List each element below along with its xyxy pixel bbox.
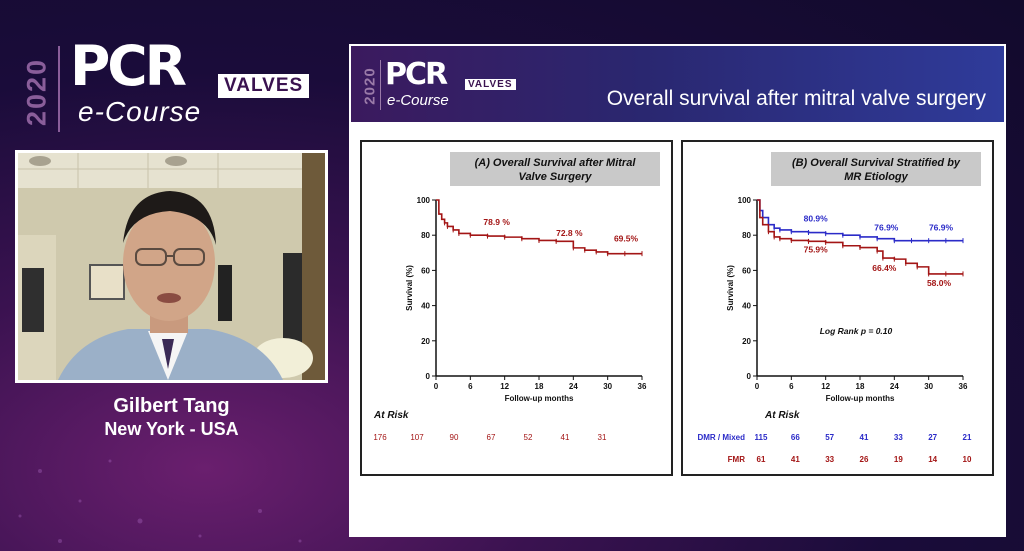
slide-brand-year: 2020 bbox=[361, 66, 379, 105]
at-risk-group-name: FMR bbox=[728, 455, 746, 464]
slide-header: 2020 PCR VALVES e-Course Overall surviva… bbox=[351, 46, 1004, 122]
data-label: 78.9 % bbox=[483, 217, 510, 227]
chart-title: (A) Overall Survival after Mitral Valve S… bbox=[475, 157, 637, 183]
y-tick-label: 40 bbox=[421, 302, 430, 311]
at-risk-value: 41 bbox=[561, 433, 570, 442]
at-risk-value: 19 bbox=[894, 455, 903, 464]
x-tick-label: 12 bbox=[821, 382, 830, 391]
data-label: 69.5% bbox=[614, 234, 639, 244]
presentation-slide: 2020 PCR VALVES e-Course Overall surviva… bbox=[349, 44, 1006, 537]
x-tick-label: 0 bbox=[755, 382, 760, 391]
at-risk-value: 41 bbox=[791, 455, 800, 464]
x-tick-label: 6 bbox=[789, 382, 794, 391]
y-tick-label: 0 bbox=[426, 372, 431, 381]
survival-curve-0 bbox=[436, 199, 642, 255]
data-label: 80.9% bbox=[804, 214, 829, 224]
slide-brand-valves: VALVES bbox=[465, 79, 516, 90]
y-tick-label: 100 bbox=[738, 196, 752, 205]
at-risk-value: 27 bbox=[928, 433, 937, 442]
brand-logo: 2020 PCR VALVES e-Course bbox=[21, 36, 322, 135]
speaker-video-frame bbox=[18, 153, 325, 380]
at-risk-group-name: DMR / Mixed bbox=[697, 433, 745, 442]
brand-valves: VALVES bbox=[218, 74, 310, 98]
at-risk-value: 10 bbox=[963, 455, 972, 464]
chart-panel-a: (A) Overall Survival after Mitral Valve S… bbox=[360, 140, 673, 476]
x-tick-label: 12 bbox=[500, 382, 509, 391]
y-axis-label: Survival (%) bbox=[726, 265, 735, 311]
y-tick-label: 20 bbox=[742, 337, 751, 346]
x-tick-label: 36 bbox=[959, 382, 968, 391]
y-tick-label: 40 bbox=[742, 302, 751, 311]
data-label: Log Rank p = 0.10 bbox=[820, 326, 893, 336]
survival-chart-a: (A) Overall Survival after Mitral Valve S… bbox=[373, 152, 660, 442]
slide-title: Overall survival after mitral valve surg… bbox=[606, 87, 986, 110]
data-label: 76.9% bbox=[874, 223, 899, 233]
data-label: 72.8 % bbox=[556, 228, 583, 238]
x-tick-label: 18 bbox=[856, 382, 865, 391]
at-risk-value: 115 bbox=[755, 433, 768, 442]
at-risk-value: 41 bbox=[860, 433, 869, 442]
chart-title: (B) Overall Survival Stratified by MR Eti… bbox=[792, 157, 961, 183]
at-risk-value: 66 bbox=[791, 433, 800, 442]
data-label: 76.9% bbox=[929, 223, 954, 233]
at-risk-value: 107 bbox=[410, 433, 424, 442]
y-tick-label: 100 bbox=[417, 196, 431, 205]
survival-chart-b: (B) Overall Survival Stratified by MR Eti… bbox=[697, 152, 981, 464]
at-risk-value: 26 bbox=[860, 455, 869, 464]
y-tick-label: 80 bbox=[421, 231, 430, 240]
x-tick-label: 36 bbox=[638, 382, 647, 391]
at-risk-value: 90 bbox=[450, 433, 459, 442]
y-tick-label: 0 bbox=[747, 372, 752, 381]
at-risk-value: 57 bbox=[825, 433, 834, 442]
x-tick-label: 6 bbox=[468, 382, 473, 391]
x-tick-label: 18 bbox=[535, 382, 544, 391]
slide-brand-pcr: PCR bbox=[385, 57, 448, 92]
at-risk-value: 21 bbox=[963, 433, 972, 442]
x-axis-label: Follow-up months bbox=[826, 394, 895, 403]
speaker-location: New York - USA bbox=[104, 419, 239, 439]
chart-panel-b: (B) Overall Survival Stratified by MR Eti… bbox=[681, 140, 994, 476]
brand-divider bbox=[58, 46, 60, 132]
y-tick-label: 60 bbox=[742, 266, 751, 275]
data-label: 75.9% bbox=[804, 244, 829, 254]
data-label: 58.0% bbox=[927, 278, 952, 288]
at-risk-value: 14 bbox=[928, 455, 937, 464]
at-risk-value: 61 bbox=[757, 455, 766, 464]
data-label: 66.4% bbox=[872, 263, 897, 273]
y-tick-label: 80 bbox=[742, 231, 751, 240]
at-risk-value: 67 bbox=[487, 433, 496, 442]
at-risk-value: 33 bbox=[894, 433, 903, 442]
speaker-name: Gilbert Tang bbox=[113, 395, 230, 417]
at-risk-value: 52 bbox=[524, 433, 533, 442]
x-axis-label: Follow-up months bbox=[505, 394, 574, 403]
slide-brand-divider bbox=[380, 60, 381, 110]
y-axis-label: Survival (%) bbox=[405, 265, 414, 311]
brand-pcr: PCR bbox=[70, 34, 187, 98]
y-tick-label: 20 bbox=[421, 337, 430, 346]
at-risk-label: At Risk bbox=[373, 410, 409, 421]
x-tick-label: 24 bbox=[890, 382, 899, 391]
chart-title-box bbox=[450, 152, 660, 186]
x-tick-label: 30 bbox=[924, 382, 933, 391]
x-tick-label: 0 bbox=[434, 382, 439, 391]
at-risk-value: 33 bbox=[825, 455, 834, 464]
y-tick-label: 60 bbox=[421, 266, 430, 275]
at-risk-label: At Risk bbox=[764, 410, 800, 421]
brand-ecourse: e-Course bbox=[78, 96, 202, 127]
at-risk-value: 176 bbox=[373, 433, 387, 442]
brand-year: 2020 bbox=[21, 57, 52, 127]
x-tick-label: 30 bbox=[603, 382, 612, 391]
chart-title-box bbox=[771, 152, 981, 186]
slide-brand-ecourse: e-Course bbox=[387, 92, 449, 109]
x-tick-label: 24 bbox=[569, 382, 578, 391]
speaker-video bbox=[15, 150, 328, 383]
at-risk-value: 31 bbox=[598, 433, 607, 442]
